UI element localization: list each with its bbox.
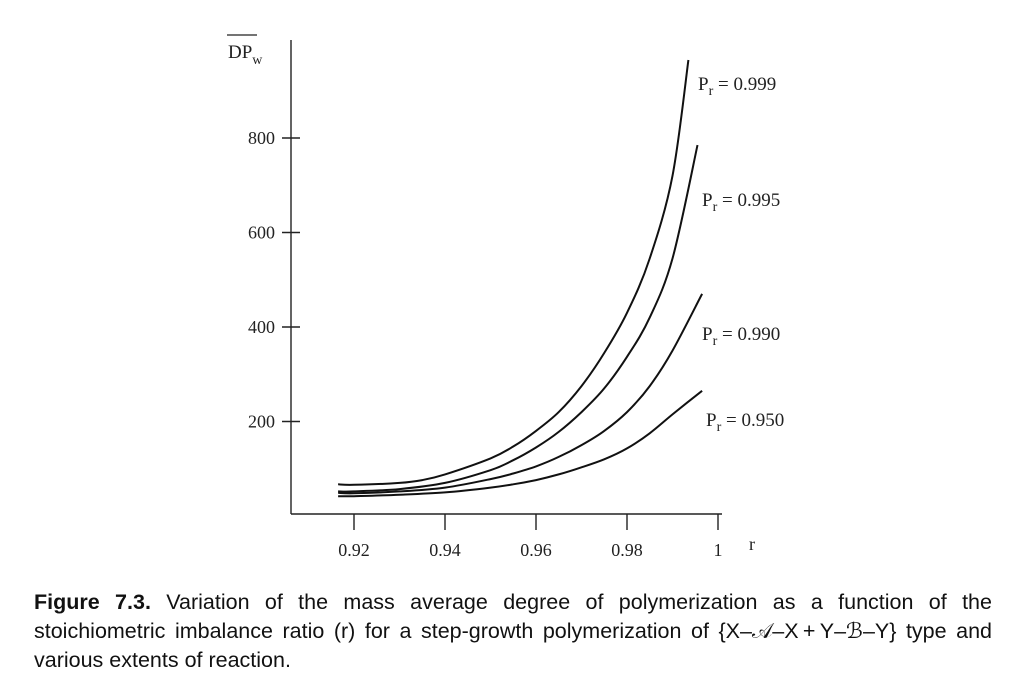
caption-label: Figure 7.3. — [34, 590, 151, 614]
y-axis-label: DPw — [228, 42, 263, 68]
x-tick-label: 0.94 — [429, 540, 461, 560]
x-tick-label: 1 — [714, 540, 723, 560]
y-tick-label: 200 — [248, 412, 275, 432]
y-tick-label: 800 — [248, 128, 275, 148]
series-labels: Pr = 0.999 Pr = 0.995 Pr = 0.990 Pr = 0.950 — [698, 74, 784, 435]
series-label-pr-0950: Pr = 0.950 — [706, 410, 784, 435]
chart: DPw r 200 400 600 800 0.92 0.94 0.96 0.98 1 Pr … — [227, 34, 784, 560]
series-lines — [338, 59, 703, 498]
x-tick-label: 0.92 — [338, 540, 370, 560]
x-tick-label: 0.96 — [520, 540, 552, 560]
figure-caption: Figure 7.3. Variation of the mass averag… — [34, 588, 992, 675]
series-line-pr-0990 — [338, 293, 703, 495]
series-label-pr-0990: Pr = 0.990 — [702, 324, 780, 349]
series-line-pr-0995 — [338, 144, 699, 493]
series-label-pr-0995: Pr = 0.995 — [702, 190, 780, 215]
y-tick-label: 600 — [248, 223, 275, 243]
caption-text: Variation of the mass average degree of … — [34, 590, 992, 672]
series-line-pr-0999 — [338, 59, 690, 486]
y-tick-label: 400 — [248, 317, 275, 337]
x-axis-label: r — [749, 534, 755, 554]
y-ticks: 200 400 600 800 — [248, 128, 300, 432]
x-tick-label: 0.98 — [611, 540, 643, 560]
x-ticks: 0.92 0.94 0.96 0.98 1 — [338, 514, 723, 560]
series-label-pr-0999: Pr = 0.999 — [698, 74, 776, 99]
series-line-pr-0950 — [338, 390, 703, 498]
